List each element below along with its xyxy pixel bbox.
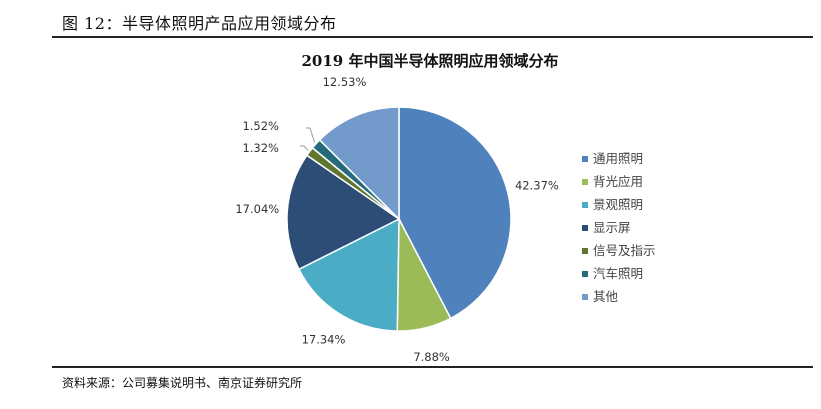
- slice-label-4: 17.04%: [235, 202, 279, 216]
- top-rule: [52, 36, 813, 38]
- slice-label-3: 17.34%: [302, 332, 346, 346]
- legend-swatch-7: [582, 294, 588, 300]
- slice-label-2: 7.88%: [413, 350, 450, 364]
- source-note: 资料来源：公司募集说明书、南京证券研究所: [62, 376, 303, 390]
- legend-swatch-3: [582, 202, 588, 208]
- legend-label-4: 显示屏: [593, 220, 631, 235]
- pie-slice-1: [398, 106, 512, 320]
- legend-label-6: 汽车照明: [593, 266, 643, 281]
- leader-line-6: [306, 127, 315, 143]
- slice-label-5: 1.32%: [242, 141, 279, 155]
- figure-title: 图 12：半导体照明产品应用领域分布: [62, 14, 337, 33]
- legend-label-3: 景观照明: [593, 197, 643, 212]
- pie-slice-3: [297, 217, 400, 332]
- leader-line-5: [300, 145, 309, 151]
- legend-label-5: 信号及指示: [593, 243, 656, 258]
- legend-label-2: 背光应用: [593, 174, 643, 189]
- chart-title: 2019 年中国半导体照明应用领域分布: [302, 52, 559, 70]
- legend-swatch-5: [582, 248, 588, 254]
- legend-swatch-4: [582, 225, 588, 231]
- slice-label-6: 1.52%: [242, 119, 279, 133]
- legend-swatch-1: [582, 156, 588, 162]
- slice-label-7: 12.53%: [323, 75, 367, 89]
- pie-slice-4: [286, 154, 401, 271]
- slice-label-1: 42.37%: [515, 178, 559, 192]
- legend-label-1: 通用照明: [593, 151, 643, 166]
- legend-swatch-6: [582, 271, 588, 277]
- legend-swatch-2: [582, 179, 588, 185]
- legend-label-7: 其他: [593, 289, 619, 304]
- pie-slice-7: [318, 106, 400, 221]
- bottom-rule: [52, 366, 813, 368]
